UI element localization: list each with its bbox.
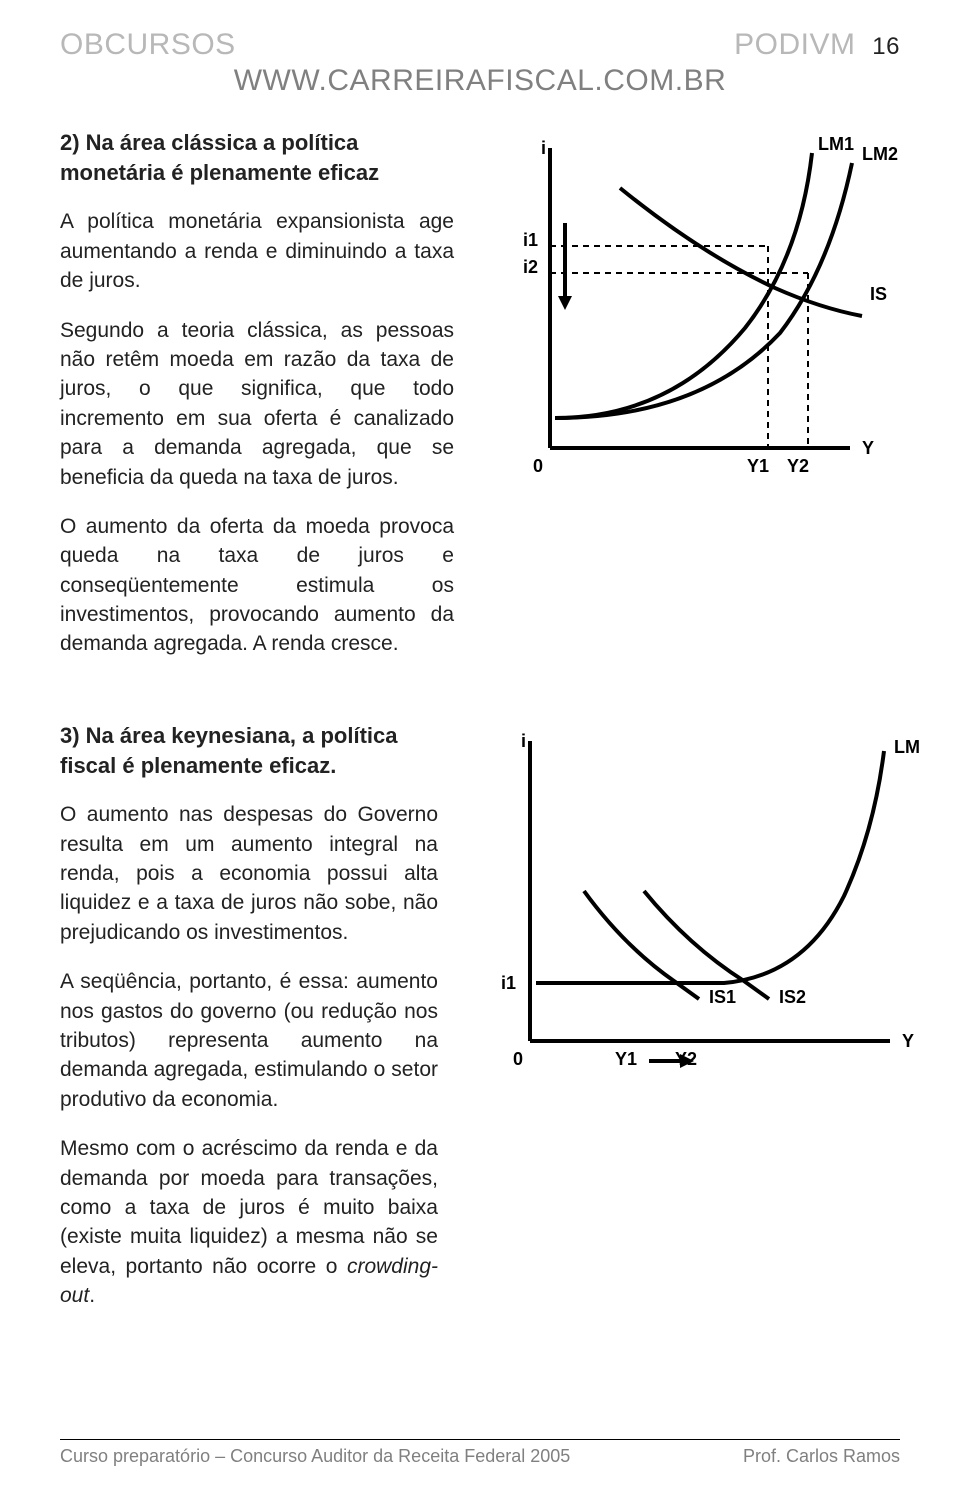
islm-chart-classical: i Y 0 LM1 LM2 IS i1 i2 Y1 Y2	[490, 128, 900, 488]
section2-p1: A política monetária expansionista age a…	[60, 207, 454, 295]
watermark-right: PODIVM	[734, 28, 855, 61]
svg-text:Y1: Y1	[615, 1049, 637, 1069]
section3-p2: A seqüência, portanto, é essa: aumento n…	[60, 967, 438, 1114]
svg-text:i: i	[521, 731, 526, 751]
svg-text:LM1: LM1	[818, 134, 854, 154]
watermark-left: OBCURSOS	[60, 28, 236, 62]
footer-left: Curso preparatório – Concurso Auditor da…	[60, 1446, 570, 1467]
islm-chart-keynesian: iY0LMIS1IS2i1Y1Y2	[474, 721, 924, 1081]
svg-text:i1: i1	[501, 973, 516, 993]
svg-text:i1: i1	[523, 230, 538, 250]
svg-text:0: 0	[513, 1049, 523, 1069]
svg-text:Y2: Y2	[787, 456, 809, 476]
section2-p3: O aumento da oferta da moeda provoca que…	[60, 512, 454, 659]
svg-text:LM: LM	[894, 737, 920, 757]
site-url: WWW.CARREIRAFISCAL.COM.BR	[60, 64, 900, 98]
page-number: 16	[872, 33, 900, 60]
section2-p2: Segundo a teoria clássica, as pessoas nã…	[60, 316, 454, 492]
svg-text:IS1: IS1	[709, 987, 736, 1007]
svg-text:i2: i2	[523, 257, 538, 277]
page-footer: Curso preparatório – Concurso Auditor da…	[60, 1439, 900, 1467]
section3-p3: Mesmo com o acréscimo da renda e da dema…	[60, 1134, 438, 1310]
section3-p1: O aumento nas despesas do Governo result…	[60, 800, 438, 947]
svg-text:LM2: LM2	[862, 144, 898, 164]
svg-text:Y1: Y1	[747, 456, 769, 476]
section3-p3b: .	[89, 1284, 95, 1307]
watermark-row: OBCURSOS PODIVM 16	[60, 28, 900, 62]
section3-heading: 3) Na área keynesiana, a política fiscal…	[60, 721, 438, 780]
section2-heading: 2) Na área clássica a política monetária…	[60, 128, 454, 187]
svg-text:i: i	[541, 138, 546, 158]
svg-text:IS2: IS2	[779, 987, 806, 1007]
footer-right: Prof. Carlos Ramos	[743, 1446, 900, 1467]
svg-text:Y: Y	[862, 438, 874, 458]
svg-text:0: 0	[533, 456, 543, 476]
svg-text:Y: Y	[902, 1031, 914, 1051]
svg-text:IS: IS	[870, 284, 887, 304]
